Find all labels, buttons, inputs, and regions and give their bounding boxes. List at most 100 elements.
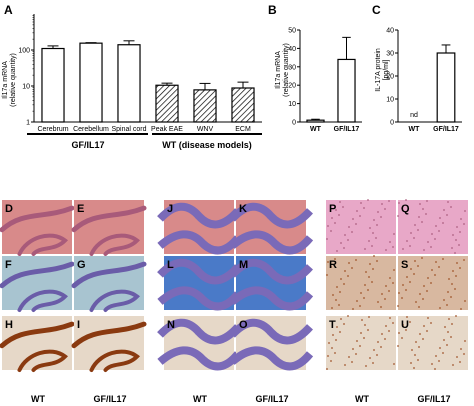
tissue-dot [367, 329, 369, 331]
tissue-dot [427, 317, 429, 319]
tissue-layer [17, 349, 69, 372]
tissue-dot [451, 283, 453, 285]
tissue-dot [444, 326, 446, 328]
tissue-dot [459, 267, 461, 269]
tissue-dot [446, 304, 448, 306]
tissue-dot [422, 298, 424, 300]
tissue-dot [439, 307, 441, 309]
chart-c-category-label: WT [409, 126, 421, 133]
tissue-dot [401, 337, 403, 339]
tissue-dot [351, 361, 353, 363]
chart-a-category-label: Peak EAE [151, 126, 183, 133]
tissue-dot [340, 318, 342, 320]
tissue-dot [456, 262, 458, 264]
tissue-dot [360, 202, 362, 204]
chart-c-ytick-label: 40 [386, 28, 394, 35]
tissue-dot [402, 284, 404, 286]
tissue-dot [393, 269, 395, 271]
chart-b-category-label: WT [310, 126, 322, 133]
tissue-dot [406, 276, 408, 278]
tissue-dot [458, 244, 460, 246]
chart-c: 0 10 20 30 40 WT GF/IL17 nd [386, 28, 462, 133]
tissue-dot [359, 345, 361, 347]
tissue-layer [157, 230, 242, 255]
chart-a-ylabel-line2: (relative quantity) [10, 53, 17, 107]
tissue-layer [0, 321, 75, 349]
tissue-dot [460, 218, 462, 220]
tissue-dot [365, 365, 367, 367]
tissue-dot [422, 208, 424, 210]
tissue-dot [388, 290, 390, 292]
tissue-layer [157, 258, 241, 285]
tissue-layer [89, 289, 141, 312]
chart-a-ytick-label: 100 [18, 48, 30, 55]
tissue-dot [426, 200, 428, 202]
chart-b-ytick-label: 40 [288, 46, 296, 53]
tissue-dot [344, 364, 346, 366]
tissue-dot [405, 329, 407, 331]
micrograph-panel: G [71, 256, 147, 312]
micrograph-panel: N [157, 316, 242, 371]
tissue-dot [442, 258, 444, 260]
tissue-dot [410, 232, 412, 234]
micrograph-letter: J [167, 203, 173, 215]
tissue-dot [409, 281, 411, 283]
tissue-dot [421, 221, 423, 223]
tissue-dot [463, 353, 465, 355]
tissue-dot [352, 308, 354, 310]
tissue-dot [413, 237, 415, 239]
tissue-dot [335, 299, 337, 301]
tissue-dot [385, 285, 387, 287]
micrograph-panel: I [71, 316, 147, 372]
micrograph-panel: L [157, 256, 242, 311]
tissue-dot [332, 294, 334, 296]
micrograph-letter: G [77, 259, 86, 271]
tissue-dot [464, 300, 466, 302]
tissue-dot [430, 322, 432, 324]
tissue-layer [157, 202, 241, 229]
tissue-layer [71, 321, 147, 349]
tissue-dot [454, 252, 456, 254]
tissue-dot [455, 315, 457, 317]
chart-a-ytick-label: 1 [26, 120, 30, 127]
group-label-gf: GF/IL17 [71, 140, 104, 150]
tissue-dot [372, 268, 374, 270]
tissue-dot [388, 330, 390, 332]
tissue-dot [402, 324, 404, 326]
tissue-dot [401, 297, 403, 299]
tissue-dot [375, 237, 377, 239]
tissue-dot [347, 239, 349, 241]
chart-a-bar [231, 87, 255, 123]
bottom-label-gf-1: GF/IL17 [93, 394, 126, 404]
tissue-dot [417, 265, 419, 267]
tissue-dot [422, 338, 424, 340]
tissue-dot [338, 304, 340, 306]
tissue-dot [410, 268, 412, 270]
tissue-dot [364, 248, 366, 250]
micrograph-panel: M [229, 256, 314, 311]
tissue-dot [331, 347, 333, 349]
tissue-dot [377, 211, 379, 213]
tissue-dot [344, 270, 346, 272]
micrograph-background [326, 256, 396, 310]
tissue-dot [376, 354, 378, 356]
tissue-dot [360, 292, 362, 294]
chart-a-bar [193, 89, 217, 123]
tissue-dot [359, 215, 361, 217]
tissue-dot [351, 267, 353, 269]
micrograph-background [2, 256, 72, 310]
chart-b-ytick-label: 10 [288, 101, 296, 108]
chart-c-category-label: GF/IL17 [433, 126, 459, 133]
tissue-dot [356, 300, 358, 302]
micrograph-background [398, 256, 468, 310]
micrograph-letter: U [401, 319, 409, 331]
tissue-dot [447, 331, 449, 333]
chart-a-ytick-label: 10 [22, 84, 30, 91]
bottom-label-wt-3: WT [355, 394, 369, 404]
tissue-dot [392, 282, 394, 284]
tissue-layer [71, 205, 147, 233]
tissue-dot [372, 232, 374, 234]
tissue-dot [450, 296, 452, 298]
tissue-dot [367, 289, 369, 291]
